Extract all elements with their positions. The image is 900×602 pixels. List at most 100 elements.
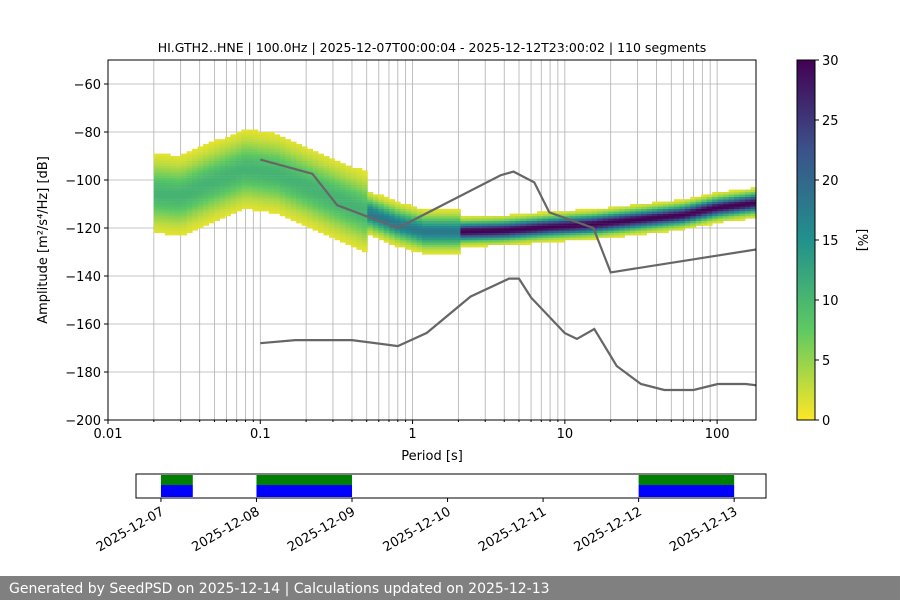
heatmap-cell [641, 230, 647, 233]
heatmap-cell [274, 168, 281, 171]
heatmap-cell [471, 220, 478, 224]
heatmap-cell [241, 180, 248, 183]
heatmap-cell [400, 213, 407, 217]
heatmap-cell [509, 232, 516, 236]
heatmap-cell [153, 220, 160, 224]
heatmap-cell [350, 225, 357, 229]
heatmap-cell [356, 204, 363, 207]
heatmap-cell [208, 160, 215, 164]
heatmap-cell [411, 208, 418, 212]
heatmap-cell [416, 232, 423, 236]
heatmap-cell [252, 199, 259, 202]
heatmap-cell [580, 235, 587, 238]
heatmap-cell [290, 172, 297, 176]
heatmap-cell [553, 235, 560, 238]
heatmap-cell [695, 199, 702, 202]
heatmap-cell [372, 225, 379, 229]
heatmap-cell [219, 139, 226, 142]
heatmap-cell [197, 218, 204, 221]
heatmap-cell [438, 252, 445, 255]
heatmap-cell [329, 170, 335, 173]
heatmap-cell [296, 213, 303, 217]
heatmap-cell [630, 206, 636, 209]
heatmap-cell [175, 204, 182, 207]
heatmap-cell [504, 216, 511, 219]
heatmap-cell [553, 216, 560, 219]
heatmap-cell [356, 223, 363, 226]
heatmap-cell [252, 134, 259, 137]
heatmap-cell [263, 153, 270, 157]
heatmap-cell [668, 208, 675, 212]
heatmap-cell [301, 177, 308, 181]
heatmap-cell [745, 208, 751, 212]
heatmap-cell [301, 172, 308, 176]
heatmap-cell [443, 242, 450, 245]
heatmap-cell [241, 187, 248, 190]
heatmap-cell [564, 237, 571, 241]
heatmap-cell [323, 216, 330, 219]
heatmap-cell [241, 165, 248, 169]
heatmap-cell [422, 247, 428, 250]
heatmap-cell [465, 244, 472, 248]
heatmap-cell [717, 199, 724, 202]
heatmap-cell [334, 168, 341, 171]
heatmap-cell [192, 194, 199, 197]
heatmap-cell [290, 204, 297, 207]
heatmap-cell [225, 144, 231, 147]
heatmap-cell [263, 165, 270, 169]
heatmap-cell [739, 201, 746, 205]
heatmap-cell [318, 228, 324, 231]
heatmap-cell [673, 206, 680, 209]
heatmap-cell [186, 177, 193, 181]
heatmap-cell [339, 213, 346, 217]
heatmap-cell [263, 192, 270, 195]
heatmap-cell [608, 216, 615, 219]
heatmap-cell [361, 170, 368, 173]
heatmap-cell [613, 208, 620, 212]
heatmap-cell [279, 182, 286, 185]
heatmap-cell [526, 213, 532, 217]
heatmap-cell [159, 218, 166, 221]
heatmap-cell [443, 249, 450, 253]
heatmap-cell [723, 206, 730, 209]
heatmap-cell [350, 168, 357, 171]
heatmap-cell [274, 170, 281, 173]
heatmap-cell [630, 232, 636, 236]
heatmap-cell [159, 160, 166, 164]
heatmap-cell [225, 208, 231, 212]
heatmap-cell [350, 242, 357, 245]
heatmap-cell [531, 213, 538, 217]
heatmap-cell [537, 230, 543, 233]
heatmap-cell [443, 240, 450, 243]
heatmap-cell [734, 194, 740, 197]
heatmap-cell [394, 201, 401, 205]
heatmap-cell [203, 163, 209, 166]
heatmap-cell [537, 240, 543, 243]
heatmap-cell [350, 199, 357, 202]
heatmap-cell [350, 213, 357, 217]
heatmap-cell [246, 192, 253, 195]
heatmap-cell [203, 158, 209, 161]
heatmap-cell [214, 206, 220, 209]
heatmap-cell [345, 182, 352, 185]
heatmap-cell [263, 168, 270, 171]
heatmap-cell [274, 192, 281, 195]
heatmap-cell [350, 189, 357, 193]
heatmap-cell [186, 228, 193, 231]
heatmap-cell [701, 194, 708, 197]
heatmap-cell [153, 213, 160, 217]
heatmap-cell [312, 153, 319, 157]
heatmap-cell [252, 148, 259, 152]
heatmap-cell [329, 189, 335, 193]
heatmap-cell [657, 211, 664, 214]
heatmap-cell [175, 206, 182, 209]
heatmap-cell [619, 216, 626, 219]
heatmap-cell [235, 163, 242, 166]
heatmap-cell [312, 189, 319, 193]
heatmap-cell [591, 211, 598, 214]
heatmap-cell [361, 177, 368, 181]
heatmap-cell [411, 228, 418, 231]
heatmap-cell [318, 196, 324, 200]
heatmap-cell [225, 177, 231, 181]
heatmap-cell [186, 201, 193, 205]
